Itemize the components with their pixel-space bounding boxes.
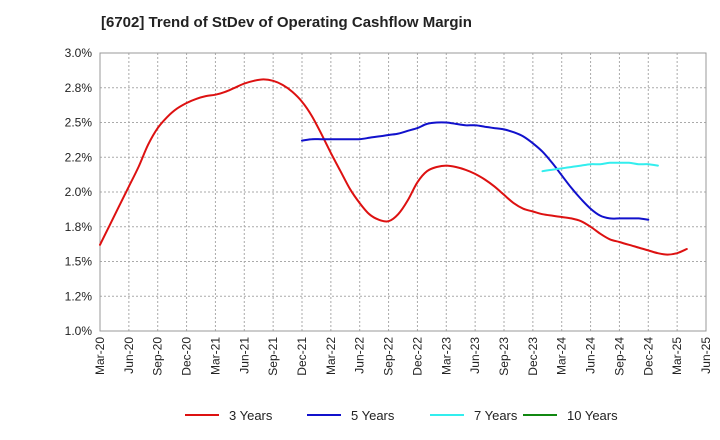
y-tick-label: 1.8% — [65, 220, 93, 234]
x-tick-label: Mar-21 — [208, 337, 222, 375]
x-tick-label: Sep-24 — [612, 337, 626, 376]
series-line-1 — [99, 78, 688, 256]
legend-label: 3 Years — [229, 407, 273, 423]
legend-label: 10 Years — [567, 407, 618, 423]
y-tick-label: 2.2% — [65, 150, 93, 164]
legend-label: 7 Years — [474, 407, 518, 423]
grid-lines — [100, 53, 706, 331]
chart-plot: 1.0% 1.2% 1.5% 1.8% 2.0% 2.2% 2.5% 2.8% 3.0% Mar… — [65, 46, 713, 376]
x-tick-label: Jun-25 — [699, 337, 713, 374]
legend-item: 7 Years — [430, 404, 517, 426]
legend: 3 Years 5 Years 7 Years 10 Years — [0, 404, 720, 426]
x-tick-label: Mar-24 — [555, 337, 569, 375]
legend-swatch — [523, 414, 557, 416]
x-tick-label: Jun-20 — [122, 337, 136, 374]
y-tick-label: 2.5% — [65, 116, 93, 130]
x-tick-label: Sep-20 — [151, 337, 165, 376]
x-tick-label: Jun-22 — [353, 337, 367, 374]
legend-swatch — [185, 414, 219, 416]
y-tick-label: 1.0% — [65, 324, 93, 338]
x-tick-label: Mar-25 — [670, 337, 684, 375]
x-axis-ticks: Mar-20 Jun-20 Sep-20 Dec-20 Mar-21 Jun-21 Sep-… — [93, 337, 713, 376]
plot-frame — [99, 52, 707, 332]
series-lines — [99, 78, 688, 256]
x-tick-label: Dec-20 — [180, 337, 194, 376]
legend-item: 3 Years — [185, 404, 272, 426]
chart-title: [6702] Trend of StDev of Operating Cashf… — [101, 14, 472, 31]
series-line-3 — [541, 161, 659, 173]
x-tick-label: Sep-22 — [382, 337, 396, 376]
x-tick-label: Jun-21 — [237, 337, 251, 374]
y-tick-label: 1.2% — [65, 289, 93, 303]
y-tick-label: 3.0% — [65, 46, 93, 60]
x-tick-label: Mar-23 — [439, 337, 453, 375]
x-tick-label: Dec-23 — [526, 337, 540, 376]
x-tick-label: Sep-21 — [266, 337, 280, 376]
x-tick-label: Jun-24 — [584, 337, 598, 374]
y-tick-label: 2.0% — [65, 185, 93, 199]
x-tick-label: Jun-23 — [468, 337, 482, 374]
y-tick-label: 1.5% — [65, 255, 93, 269]
x-tick-label: Mar-20 — [93, 337, 107, 375]
legend-swatch — [307, 414, 341, 416]
y-tick-label: 2.8% — [65, 81, 93, 95]
x-tick-label: Sep-23 — [497, 337, 511, 376]
x-tick-label: Mar-22 — [324, 337, 338, 375]
x-tick-label: Dec-21 — [295, 337, 309, 376]
legend-item: 5 Years — [307, 404, 394, 426]
series-line-2 — [301, 121, 650, 221]
legend-label: 5 Years — [351, 407, 395, 423]
y-axis-ticks: 1.0% 1.2% 1.5% 1.8% 2.0% 2.2% 2.5% 2.8% 3.0% — [65, 46, 93, 338]
legend-swatch — [430, 414, 464, 416]
legend-item: 10 Years — [523, 404, 618, 426]
x-tick-label: Dec-22 — [410, 337, 424, 376]
x-tick-label: Dec-24 — [641, 337, 655, 376]
